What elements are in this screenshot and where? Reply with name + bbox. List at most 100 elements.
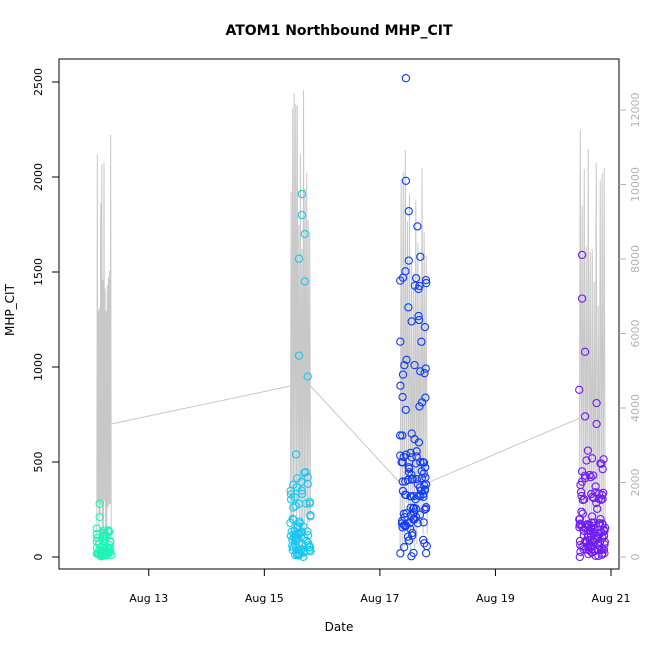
data-point-extra-2-9: [404, 303, 413, 312]
data-point-extra-2-106: [421, 364, 430, 373]
data-point-0-21: [300, 229, 309, 239]
data-point-extra-2-77: [401, 267, 410, 276]
data-point-0-49: [589, 493, 598, 503]
data-point-extra-3-80: [600, 523, 610, 532]
data-point-extra-3-104: [600, 548, 609, 558]
data-point-extra-1-61: [305, 497, 314, 507]
data-point-extra-2-54: [421, 393, 430, 402]
data-point-extra-1-68: [291, 541, 300, 550]
data-point-extra-3-94: [599, 531, 609, 540]
data-point-extra-1-54: [289, 533, 298, 542]
data-point-extra-3-96: [598, 464, 607, 474]
y2-tick-label-6: 12000: [629, 93, 642, 128]
data-point-extra-0-43: [94, 539, 104, 548]
data-point-extra-0-37: [102, 543, 111, 552]
data-point-extra-3-108: [586, 523, 596, 532]
data-point-extra-2-29: [398, 477, 407, 486]
y2-tick-label-2: 4000: [629, 394, 642, 422]
data-point-extra-1-60: [291, 501, 300, 511]
data-point-extra-3-84: [598, 533, 607, 543]
data-point-extra-2-102: [396, 549, 405, 558]
data-point-extra-2-48: [419, 518, 428, 527]
data-point-extra-2-92: [409, 491, 419, 501]
data-point-0-35: [410, 360, 419, 370]
data-point-extra-3-95: [581, 473, 590, 483]
data-point-extra-1-53: [286, 486, 295, 496]
x-tick-label-0: Aug 13: [129, 592, 168, 605]
y-tick-label-0: 0: [32, 554, 45, 561]
data-point-extra-2-83: [404, 468, 414, 477]
data-point-extra-3-74: [596, 514, 605, 524]
x-tick-label-4: Aug 21: [592, 592, 631, 605]
data-point-extra-2-91: [397, 458, 406, 467]
data-point-0-15: [291, 450, 301, 459]
spike-line-2: [399, 150, 428, 554]
data-point-extra-3-89: [598, 494, 607, 504]
data-point-extra-2-56: [396, 337, 405, 346]
data-point-extra-2-53: [401, 450, 411, 459]
y-tick-label-1: 500: [32, 452, 45, 473]
data-point-extra-1-63: [296, 527, 306, 536]
data-point-extra-3-105: [594, 545, 603, 554]
data-point-extra-2-103: [407, 429, 416, 438]
data-point-extra-3-78: [575, 514, 585, 524]
data-point-extra-2-43: [422, 541, 431, 551]
data-point-0-30: [401, 176, 411, 185]
y-axis-label: MHP_CIT: [3, 283, 17, 336]
data-point-extra-1-43: [288, 514, 297, 524]
data-point-extra-2-86: [419, 469, 428, 478]
data-point-extra-2-97: [420, 322, 430, 332]
x-tick-label-3: Aug 19: [476, 592, 515, 605]
data-point-0-1: [92, 524, 101, 533]
connector-line-1: [111, 385, 291, 425]
chart-title: ATOM1 Northbound MHP_CIT: [225, 23, 453, 39]
data-point-extra-3-90: [599, 488, 608, 498]
data-point-extra-2-70: [409, 548, 418, 558]
data-point-extra-2-30: [420, 369, 429, 378]
data-point-0-28: [398, 370, 408, 379]
data-point-extra-3-102: [576, 487, 586, 497]
data-point-extra-2-45: [420, 485, 430, 494]
y2-tick-label-1: 2000: [629, 469, 642, 497]
data-point-extra-2-81: [414, 315, 424, 325]
data-point-extra-0-28: [105, 527, 114, 536]
data-point-extra-3-32: [587, 489, 596, 499]
data-point-extra-3-103: [589, 471, 598, 480]
data-point-0-50: [592, 398, 601, 408]
x-tick-label-1: Aug 15: [245, 592, 284, 605]
data-point-0-31: [401, 74, 411, 83]
data-point-extra-3-107: [581, 537, 590, 546]
data-point-0-3: [95, 512, 104, 522]
data-point-extra-2-82: [400, 543, 409, 552]
data-point-extra-2-80: [408, 504, 418, 513]
connector-line-3: [427, 417, 580, 484]
spike-line-0: [96, 134, 112, 557]
data-point-0-51: [592, 419, 601, 429]
spike-line-1: [289, 90, 312, 555]
data-point-0-43: [577, 250, 587, 260]
x-tick-label-2: Aug 17: [360, 592, 399, 605]
data-point-extra-1-64: [295, 519, 304, 528]
data-point-extra-2-40: [421, 473, 430, 482]
y2-tick-label-4: 8000: [629, 245, 642, 273]
data-point-extra-1-45: [306, 512, 315, 521]
data-point-0-22: [300, 277, 309, 286]
data-point-extra-2-100: [408, 474, 417, 483]
data-point-extra-3-10: [582, 456, 591, 465]
data-point-0-18: [294, 254, 304, 263]
data-point-0-32: [404, 207, 413, 216]
connector-line-2: [310, 385, 401, 484]
y-tick-label-2: 1000: [32, 353, 45, 381]
data-point-extra-2-105: [420, 505, 429, 514]
data-point-extra-2-101: [414, 438, 424, 447]
data-point-extra-3-101: [581, 545, 591, 554]
data-point-extra-1-23: [286, 490, 296, 499]
data-point-0-38: [416, 252, 425, 261]
data-point-extra-2-12: [415, 402, 424, 411]
y-tick-label-5: 2500: [32, 68, 45, 96]
data-point-0-20: [297, 189, 307, 199]
data-point-0-33: [404, 256, 413, 265]
data-point-extra-2-98: [411, 273, 421, 283]
data-point-extra-1-22: [301, 468, 310, 477]
